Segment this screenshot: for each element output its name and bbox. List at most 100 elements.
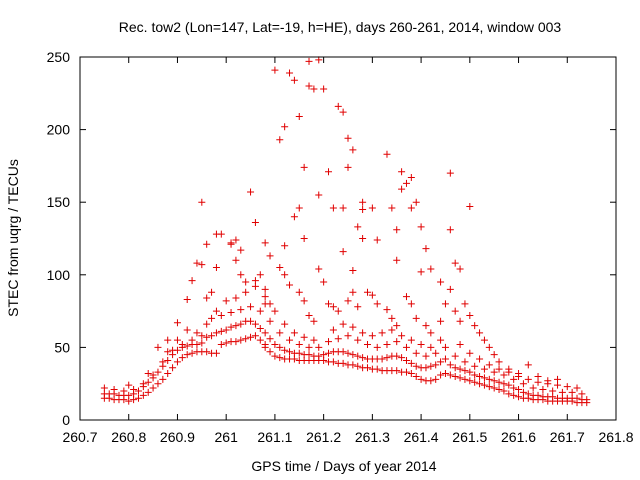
data-point — [295, 113, 303, 121]
data-point — [290, 213, 298, 221]
data-point — [198, 339, 206, 347]
data-point — [510, 384, 518, 392]
data-point — [130, 386, 138, 394]
data-point — [422, 352, 430, 360]
data-point — [393, 256, 401, 264]
data-point — [276, 264, 284, 272]
data-point — [359, 354, 367, 362]
data-point — [500, 387, 508, 395]
data-point — [281, 346, 289, 354]
data-point — [198, 261, 206, 269]
data-point — [320, 85, 328, 93]
data-point — [461, 367, 469, 375]
data-point — [242, 335, 250, 343]
data-point — [446, 361, 454, 369]
data-point — [412, 362, 420, 370]
data-point — [422, 364, 430, 372]
data-point — [310, 336, 318, 344]
data-point — [339, 348, 347, 356]
data-point — [407, 336, 415, 344]
data-point — [261, 329, 269, 337]
x-tick-label: 261.5 — [452, 429, 487, 445]
data-point — [461, 358, 469, 366]
data-point — [178, 354, 186, 362]
data-point — [300, 163, 308, 171]
data-point — [485, 375, 493, 383]
data-point — [383, 150, 391, 158]
data-point — [212, 349, 220, 357]
data-point — [266, 252, 274, 260]
data-point — [446, 285, 454, 293]
data-point — [251, 277, 259, 285]
data-point — [149, 384, 157, 392]
data-point — [427, 329, 435, 337]
data-point — [451, 364, 459, 372]
data-point — [471, 362, 479, 370]
data-point — [193, 329, 201, 337]
data-point — [383, 354, 391, 362]
data-point — [305, 82, 313, 90]
data-point — [227, 240, 235, 248]
data-point — [407, 174, 415, 182]
data-point — [208, 288, 216, 296]
data-point — [383, 306, 391, 314]
data-point — [480, 374, 488, 382]
data-point — [315, 352, 323, 360]
data-point — [451, 259, 459, 267]
data-point — [441, 300, 449, 308]
data-point — [568, 388, 576, 396]
data-point — [281, 242, 289, 250]
data-point — [412, 372, 420, 380]
data-point — [144, 378, 152, 386]
data-point — [300, 333, 308, 341]
data-point — [295, 340, 303, 348]
data-point — [261, 285, 269, 293]
data-point — [363, 364, 371, 372]
data-point — [329, 303, 337, 311]
data-point — [363, 288, 371, 296]
data-point — [271, 66, 279, 74]
data-point — [359, 235, 367, 242]
data-point — [456, 340, 464, 348]
data-point — [359, 205, 367, 213]
data-point — [232, 294, 240, 302]
data-point — [266, 335, 274, 343]
data-point — [339, 248, 347, 256]
data-point — [476, 372, 484, 380]
data-point — [139, 391, 147, 399]
data-point — [315, 343, 323, 351]
data-point — [480, 336, 488, 344]
y-tick-label: 0 — [62, 412, 70, 428]
data-point — [247, 188, 255, 196]
x-tick-label: 261.7 — [550, 429, 585, 445]
data-point — [271, 352, 279, 360]
data-point — [471, 371, 479, 379]
data-point — [417, 268, 425, 276]
data-point — [398, 168, 406, 176]
data-point — [417, 375, 425, 383]
data-point — [300, 297, 308, 305]
data-point — [300, 235, 308, 242]
data-point — [344, 163, 352, 171]
x-tick-label: 261 — [215, 429, 239, 445]
data-point — [476, 380, 484, 388]
data-point — [203, 240, 211, 248]
data-point — [320, 351, 328, 359]
data-point — [378, 355, 386, 363]
data-point — [534, 372, 542, 380]
data-point — [383, 340, 391, 348]
data-point — [208, 314, 216, 322]
data-point — [349, 361, 357, 369]
data-point — [412, 349, 420, 357]
data-point — [393, 322, 401, 330]
data-point — [247, 333, 255, 341]
data-point — [247, 303, 255, 311]
data-point — [183, 342, 191, 350]
data-point — [125, 391, 133, 399]
data-point — [388, 314, 396, 322]
data-point — [510, 375, 518, 383]
data-point — [432, 361, 440, 369]
data-point — [441, 355, 449, 363]
data-point — [261, 293, 269, 301]
data-point — [461, 375, 469, 383]
